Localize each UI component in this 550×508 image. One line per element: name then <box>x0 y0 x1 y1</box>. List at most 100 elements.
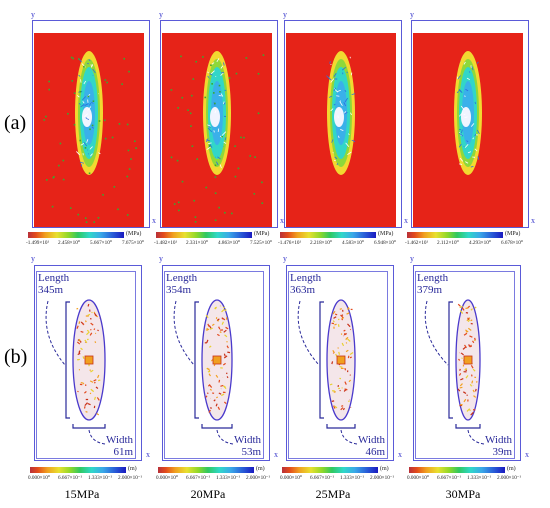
y-axis-label: y <box>410 10 414 19</box>
y-axis-label: y <box>283 254 287 263</box>
length-annotation: Length 363m <box>290 272 321 296</box>
stress-tick-label: 2.112×10⁰ <box>437 240 459 246</box>
model-frame <box>160 20 278 228</box>
length-colorbar <box>30 467 126 473</box>
length-unit-label: (m) <box>507 466 516 472</box>
fracture-network <box>297 299 358 445</box>
length-label: Length <box>417 272 449 284</box>
y-axis-label: y <box>159 10 163 19</box>
pressure-label-25: 25MPa <box>315 487 351 501</box>
length-tick-label: 2.000×10⁻¹ <box>246 475 271 481</box>
length-tick-label: 1.333×10⁻¹ <box>88 475 113 481</box>
stress-tick-label: 6.678×10⁰ <box>501 240 523 246</box>
stress-plume <box>326 51 356 175</box>
width-label: Width <box>234 434 262 446</box>
width-label: Width <box>485 434 513 446</box>
width-value: 61m <box>113 446 134 458</box>
length-label: Length <box>166 272 198 284</box>
model-frame-outer <box>162 265 270 461</box>
model-frame <box>411 20 529 228</box>
length-tick-label: 0.000×10⁰ <box>407 475 429 481</box>
length-label: Length <box>290 272 322 284</box>
stress-colorbar <box>280 232 376 238</box>
length-tick-label: 1.333×10⁻¹ <box>216 475 241 481</box>
x-axis-label: x <box>398 450 402 459</box>
width-annotation: Width 39m <box>485 434 512 458</box>
model-frame-outer <box>34 265 142 461</box>
length-tick-label: 2.000×10⁻¹ <box>118 475 143 481</box>
length-tick-label: 6.667×10⁻¹ <box>58 475 83 481</box>
stress-plume <box>454 51 482 175</box>
x-axis-label: x <box>525 450 529 459</box>
length-tick-label: 2.000×10⁻¹ <box>370 475 395 481</box>
stress-plume <box>170 51 265 223</box>
length-tick-label: 6.667×10⁻¹ <box>437 475 462 481</box>
stress-tick-label: 4.583×10⁰ <box>342 240 364 246</box>
length-value: 363m <box>290 284 316 296</box>
stress-tick-label: -1.476×10¹ <box>278 240 302 246</box>
length-tick-label: 6.667×10⁻¹ <box>310 475 335 481</box>
length-tick-label: 1.333×10⁻¹ <box>340 475 365 481</box>
model-frame-outer <box>413 265 521 461</box>
model-frame-inner <box>36 271 136 459</box>
length-tick-label: 0.000×10⁰ <box>156 475 178 481</box>
stress-tick-label: 4.863×10⁰ <box>218 240 240 246</box>
pressure-label-20: 20MPa <box>190 487 226 501</box>
length-colorbar <box>409 467 505 473</box>
pressure-label-15: 15MPa <box>64 487 100 501</box>
stress-tick-label: 2.218×10⁰ <box>310 240 332 246</box>
stress-tick-label: -1.482×10¹ <box>154 240 178 246</box>
stress-colorbar <box>156 232 252 238</box>
stress-unit-label: (MPa) <box>505 231 521 237</box>
stress-unit-label: (MPa) <box>254 231 270 237</box>
length-tick-label: 0.000×10⁰ <box>28 475 50 481</box>
fracture-network <box>424 299 485 445</box>
length-tick-label: 1.333×10⁻¹ <box>467 475 492 481</box>
stress-tick-label: -1.462×10¹ <box>405 240 429 246</box>
width-annotation: Width 53m <box>234 434 261 458</box>
x-axis-label: x <box>152 216 156 225</box>
width-value: 46m <box>365 446 386 458</box>
stress-unit-label: (MPa) <box>378 231 394 237</box>
stress-plume <box>43 51 137 223</box>
x-axis-label: x <box>280 216 284 225</box>
stress-colorbar <box>407 232 503 238</box>
y-axis-label: y <box>31 254 35 263</box>
row-label-b: (b) <box>4 346 28 368</box>
stress-tick-label: 5.667×10⁰ <box>90 240 112 246</box>
model-frame <box>32 20 150 228</box>
length-unit-label: (m) <box>380 466 389 472</box>
model-frame-inner <box>164 271 264 459</box>
model-frame-inner <box>288 271 388 459</box>
width-value: 39m <box>492 446 513 458</box>
length-unit-label: (m) <box>128 466 137 472</box>
length-tick-label: 0.000×10⁰ <box>280 475 302 481</box>
length-annotation: Length 354m <box>166 272 197 296</box>
fracture-network <box>45 299 106 445</box>
width-annotation: Width 46m <box>358 434 385 458</box>
stress-tick-label: -1.499×10¹ <box>26 240 50 246</box>
length-tick-label: 6.667×10⁻¹ <box>186 475 211 481</box>
fracture-network <box>173 299 234 445</box>
x-axis-label: x <box>146 450 150 459</box>
y-axis-label: y <box>410 254 414 263</box>
length-annotation: Length 345m <box>38 272 69 296</box>
stress-tick-label: 7.525×10⁰ <box>250 240 272 246</box>
stress-unit-label: (MPa) <box>126 231 142 237</box>
model-frame-outer <box>286 265 394 461</box>
x-axis-label: x <box>404 216 408 225</box>
length-value: 354m <box>166 284 192 296</box>
stress-tick-label: 6.948×10⁰ <box>374 240 396 246</box>
length-value: 379m <box>417 284 443 296</box>
model-frame <box>284 20 402 228</box>
length-value: 345m <box>38 284 64 296</box>
width-label: Width <box>106 434 134 446</box>
pressure-label-30: 30MPa <box>445 487 481 501</box>
model-frame-inner <box>415 271 515 459</box>
length-tick-label: 2.000×10⁻¹ <box>497 475 522 481</box>
length-unit-label: (m) <box>256 466 265 472</box>
y-axis-label: y <box>159 254 163 263</box>
width-label: Width <box>358 434 386 446</box>
length-colorbar <box>158 467 254 473</box>
stress-tick-label: 7.675×10⁰ <box>122 240 144 246</box>
